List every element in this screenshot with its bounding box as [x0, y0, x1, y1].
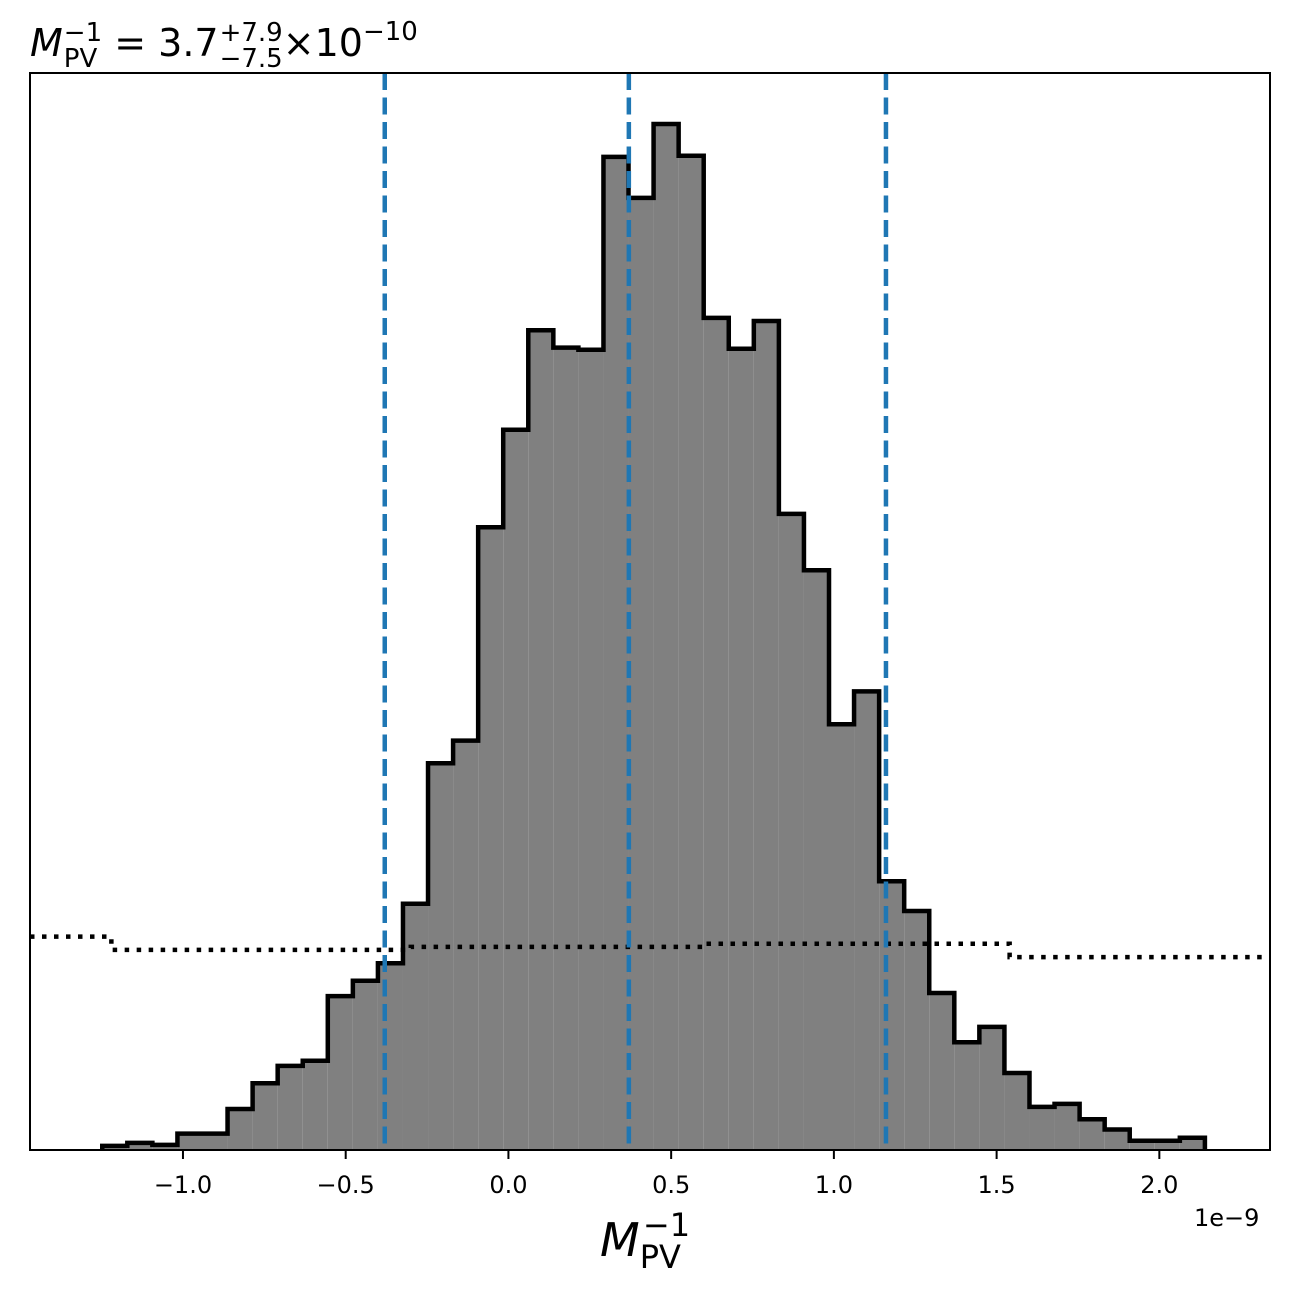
histogram-bar: [227, 1108, 253, 1150]
x-tick-label: −0.5: [317, 1171, 375, 1199]
title-value: 3.7: [158, 21, 219, 65]
histogram-bar: [377, 963, 403, 1150]
histogram-bar: [428, 763, 454, 1150]
histogram-bar: [402, 903, 429, 1150]
histogram-bar: [127, 1142, 153, 1150]
histogram-bar: [352, 980, 378, 1150]
title-lower: −7.5: [219, 43, 283, 74]
histogram-bar: [904, 910, 930, 1150]
histogram-bar: [302, 1060, 328, 1150]
title-symbol: M: [30, 21, 63, 65]
histogram-bar: [1029, 1106, 1055, 1150]
histogram-bar: [578, 349, 604, 1151]
prior-dotted-line: [30, 934, 1270, 960]
histogram-bar: [453, 740, 479, 1150]
x-tick-label: 0.5: [652, 1171, 690, 1199]
histogram-bar: [1129, 1140, 1155, 1150]
histogram-bar: [728, 348, 754, 1151]
x-axis-offset-label: 1e−9: [1194, 1204, 1260, 1232]
histogram-bar: [1004, 1073, 1030, 1150]
histogram-bar: [603, 156, 629, 1150]
histogram-bar: [703, 317, 729, 1150]
title-symbol-sup: −1: [63, 17, 103, 48]
xlabel-symbol: M: [600, 1213, 640, 1267]
title-upper: +7.9: [219, 17, 283, 48]
histogram-bar: [503, 429, 529, 1150]
x-tick-label: 2.0: [1140, 1171, 1178, 1199]
histogram-bar: [1054, 1103, 1080, 1150]
histogram-bar: [628, 197, 654, 1150]
x-tick-label: −1.0: [154, 1171, 212, 1199]
xlabel-sub: PV: [639, 1238, 681, 1276]
histogram-bar: [954, 1042, 980, 1150]
title-times: ×: [282, 21, 315, 65]
histogram-bar: [177, 1133, 203, 1150]
title-symbol-sub: PV: [63, 43, 98, 74]
histogram-bar: [653, 124, 679, 1150]
histogram-bar: [778, 513, 804, 1150]
histogram-bar: [1154, 1140, 1180, 1150]
x-tick-label: 1.0: [815, 1171, 853, 1199]
title-equals: =: [114, 21, 147, 65]
histogram-bar: [553, 347, 579, 1151]
x-tick-label: 1.5: [978, 1171, 1016, 1199]
title-base: 10: [314, 21, 363, 65]
histogram-bar: [979, 1026, 1005, 1150]
histogram-outline: [100, 121, 1208, 1150]
histogram-bar: [252, 1083, 278, 1150]
chart-title: M −1 PV = 3.7 +7.9 −7.5 ×10−10: [30, 2, 418, 73]
histogram-bar: [879, 881, 905, 1150]
histogram-bar: [478, 527, 504, 1150]
histogram-bar: [678, 155, 704, 1150]
histogram-bar: [202, 1133, 228, 1150]
histogram-bar: [528, 330, 554, 1150]
histogram-bar: [929, 993, 955, 1150]
histogram-bar: [327, 996, 353, 1150]
histogram-bar: [1104, 1129, 1130, 1150]
x-axis-label: MPV−1: [600, 1206, 690, 1276]
histogram-bar: [277, 1065, 303, 1150]
histogram-bar: [803, 570, 830, 1150]
title-exponent: −10: [362, 17, 418, 47]
plot-frame: [29, 72, 1271, 1151]
histogram-bar: [152, 1144, 178, 1150]
xlabel-sup: −1: [642, 1206, 691, 1244]
histogram-bar: [1079, 1119, 1105, 1150]
x-tick-label: 0.0: [489, 1171, 527, 1199]
histogram-bar: [753, 320, 779, 1150]
histogram-bar: [854, 691, 880, 1150]
histogram-bar: [829, 724, 855, 1150]
histogram-bar: [1179, 1137, 1205, 1150]
